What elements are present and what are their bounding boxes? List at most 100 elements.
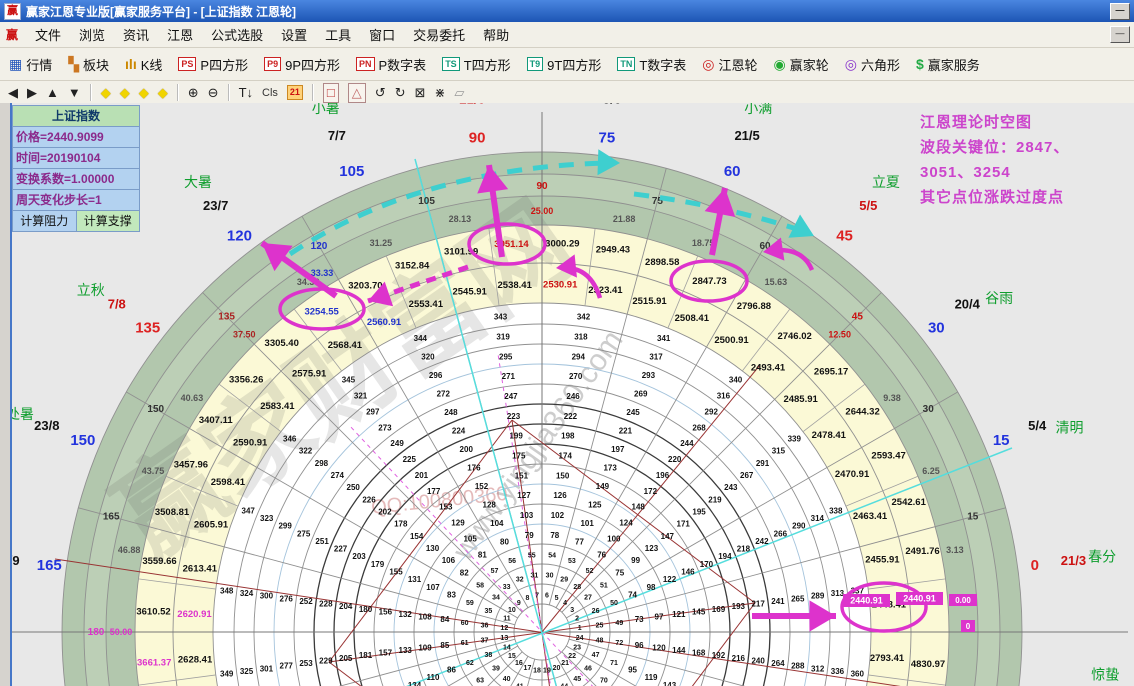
pan-up-icon[interactable]: ◆: [138, 84, 149, 100]
kline-button[interactable]: ılı K线: [122, 53, 165, 76]
svg-text:132: 132: [399, 610, 413, 619]
svg-text:2590.91: 2590.91: [233, 437, 268, 448]
gann-wheel-button[interactable]: ◎ 江恩轮: [699, 53, 760, 76]
pan-left-icon[interactable]: ◆: [100, 84, 111, 100]
nav-down-icon[interactable]: ▼: [67, 84, 81, 100]
svg-text:15: 15: [993, 432, 1010, 449]
gann-wheel-canvas[interactable]: 赢家财富网www.yingjia360.comQQ:10080036012345…: [0, 103, 1134, 686]
quotes-button[interactable]: ▦ 行情: [6, 53, 55, 76]
p9-square-button[interactable]: P9 9P四方形: [261, 53, 343, 76]
rotate-ccw-icon[interactable]: ↺: [374, 84, 386, 100]
svg-text:60: 60: [461, 620, 469, 627]
menu-浏览[interactable]: 浏览: [79, 28, 106, 43]
menu-江恩[interactable]: 江恩: [167, 28, 194, 43]
svg-text:2898.58: 2898.58: [645, 257, 679, 268]
cls-button[interactable]: Cls: [262, 86, 278, 99]
svg-text:180: 180: [359, 605, 373, 614]
menu-资讯[interactable]: 资讯: [123, 28, 150, 43]
toolbar-separator: [311, 84, 314, 101]
sort-icon[interactable]: T↓: [238, 84, 254, 100]
menu-设置[interactable]: 设置: [281, 28, 308, 43]
svg-text:惊蛰: 惊蛰: [1091, 666, 1119, 682]
menu-文件[interactable]: 文件: [35, 28, 62, 43]
p-square-button-icon: PS: [178, 57, 197, 71]
hexagon-button[interactable]: ◎ 六角形: [842, 53, 903, 76]
rect-tool-icon[interactable]: □: [322, 82, 339, 103]
svg-text:270: 270: [569, 372, 583, 381]
svg-text:195: 195: [692, 507, 706, 516]
svg-text:50: 50: [610, 600, 618, 607]
triangle-tool-icon[interactable]: △: [347, 82, 366, 103]
svg-text:3: 3: [570, 607, 574, 614]
t-table-button[interactable]: TN T数字表: [614, 53, 689, 76]
svg-text:276: 276: [280, 594, 294, 603]
svg-text:15.63: 15.63: [765, 277, 788, 287]
p-square-button[interactable]: PS P四方形: [175, 53, 251, 76]
svg-text:122: 122: [663, 575, 677, 584]
coarse-price-ring-labels: 2491.762542.612593.472644.322695.172746.…: [136, 239, 945, 670]
nav-prev-icon[interactable]: ◀: [8, 84, 18, 100]
pan-down-icon[interactable]: ◆: [157, 84, 168, 100]
svg-text:小满: 小满: [744, 103, 772, 116]
winner-service-button[interactable]: $ 赢家服务: [913, 53, 983, 76]
shrink-icon[interactable]: ⋇: [434, 84, 446, 100]
calc-support-button[interactable]: 计算支撑: [76, 211, 139, 231]
zoom-out-icon[interactable]: ⊖: [207, 84, 219, 100]
time-field[interactable]: 时间=20190104: [13, 148, 139, 169]
svg-text:200: 200: [460, 445, 474, 454]
percent-ring-labels: 3.13 6.25 9.38 12.50 15.63 18.75 21.88 25.00 28.…: [110, 206, 964, 637]
minimize-button[interactable]: —: [1110, 2, 1130, 20]
svg-text:2440.91: 2440.91: [850, 596, 883, 606]
svg-text:8: 8: [526, 595, 530, 602]
svg-text:322: 322: [299, 447, 313, 456]
nav-next-icon[interactable]: ▶: [27, 84, 37, 100]
t9-square-button[interactable]: T9 9T四方形: [524, 53, 605, 76]
sectors-button[interactable]: ▚ 板块: [65, 53, 112, 76]
price-field[interactable]: 价格=2440.9099: [13, 127, 139, 148]
nav-up-icon[interactable]: ▲: [46, 84, 59, 100]
svg-text:37: 37: [481, 638, 489, 645]
pan-right-icon[interactable]: ◆: [119, 84, 130, 100]
svg-text:179: 179: [371, 560, 385, 569]
svg-text:2847.73: 2847.73: [692, 276, 726, 287]
svg-text:0.00: 0.00: [955, 596, 971, 605]
svg-text:3051.14: 3051.14: [494, 239, 529, 250]
winner-service-button-label: 赢家服务: [927, 57, 980, 73]
svg-text:96: 96: [635, 641, 644, 650]
child-minimize-button[interactable]: —: [1110, 26, 1130, 43]
svg-text:3559.66: 3559.66: [142, 556, 176, 567]
menu-公式选股[interactable]: 公式选股: [211, 28, 264, 43]
svg-text:102: 102: [551, 511, 565, 520]
rotate-cw-icon[interactable]: ↻: [394, 84, 406, 100]
fit-icon[interactable]: ⊠: [414, 84, 426, 100]
svg-text:197: 197: [611, 445, 625, 454]
t-square-button[interactable]: TS T四方形: [439, 53, 513, 76]
coefficient-field[interactable]: 变换系数=1.00000: [13, 169, 139, 190]
svg-text:22: 22: [568, 653, 576, 660]
svg-text:177: 177: [427, 487, 441, 496]
svg-text:199: 199: [509, 432, 523, 441]
svg-text:2: 2: [575, 615, 579, 622]
p-table-button[interactable]: PN P数字表: [353, 53, 429, 76]
menu-交易委托[interactable]: 交易委托: [413, 28, 466, 43]
board-icon[interactable]: ▱: [454, 84, 465, 100]
zoom-in-icon[interactable]: ⊕: [187, 84, 199, 100]
svg-text:17: 17: [524, 665, 532, 672]
svg-text:7/7: 7/7: [328, 128, 346, 143]
svg-text:2553.41: 2553.41: [409, 299, 444, 310]
menu-帮助[interactable]: 帮助: [483, 28, 510, 43]
kline-button-label: K线: [140, 57, 163, 73]
svg-text:33.33: 33.33: [311, 268, 334, 278]
svg-text:2695.17: 2695.17: [814, 367, 848, 378]
svg-text:2949.43: 2949.43: [596, 245, 630, 256]
winner-wheel-button[interactable]: ◉ 赢家轮: [771, 53, 832, 76]
svg-text:6.25: 6.25: [922, 466, 940, 476]
svg-text:301: 301: [260, 664, 274, 673]
calendar-icon[interactable]: 21: [286, 85, 303, 100]
menu-工具[interactable]: 工具: [325, 28, 352, 43]
calc-resistance-button[interactable]: 计算阻力: [13, 211, 77, 231]
step-field[interactable]: 周天变化步长=1: [13, 190, 139, 211]
menu-窗口[interactable]: 窗口: [369, 28, 396, 43]
svg-text:175: 175: [512, 452, 526, 461]
svg-text:63: 63: [476, 677, 484, 684]
